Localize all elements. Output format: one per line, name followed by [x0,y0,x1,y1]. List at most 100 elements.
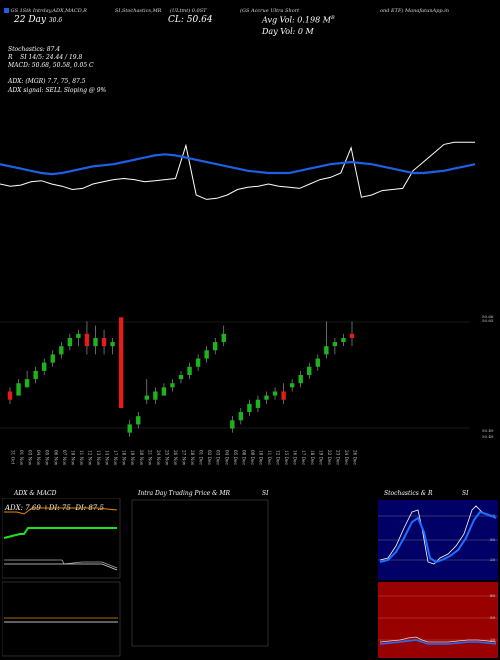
date-tick-label: 12 Nov [87,450,92,466]
candle-body [50,354,55,363]
intraday-panel-title: Intra Day Trading Price & MR [138,490,231,497]
date-tick-label: 28 Nov [190,450,195,466]
candle-body [7,391,13,400]
candle-body [264,395,269,400]
adx-macd-panel: ADX: 7.69 +DI: 75 -DI: 87.5 [2,498,121,657]
date-tick-label: 18 Nov [122,450,127,466]
date-tick-label: 03 Dec [216,450,221,465]
date-tick-label: 22 Dec [327,450,332,465]
date-tick-label: 05 Nov [45,450,50,466]
avg-volume: Avg Vol: 0.198 MB [262,15,335,25]
date-tick-label: 01 Dec [199,450,204,465]
candle-body [76,333,81,338]
macd-signal-line [4,563,118,571]
candle-body [255,399,261,408]
stochastics-readout: Stochastics: 87.4 [8,46,61,53]
date-tick-label: 14 Nov [105,450,110,466]
date-tick-label: 01 Nov [19,450,24,466]
adx-panel-title: ADX & MACD [14,490,57,497]
ma-white-line [0,141,475,200]
header-title-left: GS 1Stk Intrday,ADX,MACD,R [4,8,87,14]
date-tick-label: 20 Nov [139,450,144,466]
date-tick-label: 23 Dec [335,450,340,465]
date-tick-label: 06 Nov [53,450,58,466]
date-tick-label: 26 Nov [173,450,178,466]
candle-body [118,317,124,408]
candle-body [101,337,107,347]
candle-body [67,337,73,347]
price-label-bottom2: 50.49 [482,434,494,439]
candle-body [144,395,149,400]
stoch-tick-50: 50 [490,537,496,542]
price-label-bottom1: 50.49 [482,428,494,433]
rsi-blue-line [379,639,497,645]
candle-body [298,375,303,384]
candle-body [153,391,158,400]
intraday-panel [131,499,269,647]
candle-body [110,342,115,347]
macd-panel-frame [2,581,121,657]
date-tick-label: 07 Nov [62,450,67,466]
date-tick-label: 24 Dec [344,450,349,465]
rsi-white-line [379,636,497,643]
candle-body [84,333,90,347]
date-tick-label: 25 Nov [164,450,169,466]
date-tick-label: 04 Dec [224,450,229,465]
candle-body [281,391,286,400]
header-title-mid1: SI,Stochastics,MR [115,8,162,14]
candle-body [33,370,38,380]
candle-body [230,420,235,429]
date-tick-label: 21 Nov [147,450,152,466]
adx-panel-frame [2,498,121,579]
candle-body [238,412,244,421]
adx-green-line [3,527,117,539]
date-tick-label: 31 Oct [11,450,16,464]
header-title-mid3: (GS Accrue Ultra Short [240,8,300,14]
candle-body [315,358,320,367]
date-tick-label: 24 Nov [156,450,161,466]
date-tick-label: 04 Nov [36,450,41,466]
candle-body [247,403,252,413]
candle-body [324,346,329,355]
day-volume: Day Vol: 0 M [262,27,314,36]
intraday-panel-frame [131,499,269,647]
candle-body [136,416,141,425]
date-tick-label: 26 Dec [353,450,358,465]
macd-line [4,559,118,569]
date-tick-label: 11 Nov [79,450,84,466]
candle-body [221,333,226,343]
date-tick-label: 15 Dec [284,450,289,465]
adx-readout: ADX: (MGR) 7.7, 75, 87.5 [8,78,86,85]
candle-body [161,387,167,396]
stochastics-rsi-panel: 80 50 20 80 50 20 [378,500,498,658]
candle-body [272,391,278,396]
price-label-top2: 50.65 [482,318,494,323]
macd-readout: MACD: 50.68, 50.58, 0.05 C [8,62,94,69]
date-tick-label: 09 Dec [250,450,255,465]
date-axis-labels: 31 Oct 01 Nov 03 Nov 04 Nov 05 Nov 06 Nov 07 N… [11,450,358,466]
header-title-right: ond ETF) ManafatunApp.in [380,8,450,14]
date-label: 22 Day 30.6 [14,15,63,25]
date-tick-label: 05 Dec [233,450,238,465]
candle-body [213,342,218,351]
candle-body [195,358,201,367]
rsi-tick-20: 20 [490,637,496,642]
rsi-tick-50: 50 [490,615,496,620]
candle-body [24,379,30,388]
candle-body [187,366,192,375]
stoch-panel-title-right: SI [462,490,469,497]
close-price: CL: 50.64 [168,15,213,25]
date-tick-label: 19 Dec [318,450,323,465]
date-tick-label: 10 Nov [70,450,75,466]
rsi-readout: R SI 14/5: 24.44 / 19.8 [8,54,83,61]
header-title-mid2: (ULtmt) 0.0ST [170,8,207,14]
candle-body [59,346,64,355]
date-tick-label: 11 Dec [267,450,272,465]
date-tick-label: 18 Dec [310,450,315,465]
rsi-tick-80: 80 [490,593,496,598]
candle-body [178,375,184,380]
stoch-d-line [379,510,497,564]
date-tick-label: 17 Dec [301,450,306,465]
candle-body [42,362,47,371]
stoch-panel-title: Stochastics & R [384,490,433,497]
